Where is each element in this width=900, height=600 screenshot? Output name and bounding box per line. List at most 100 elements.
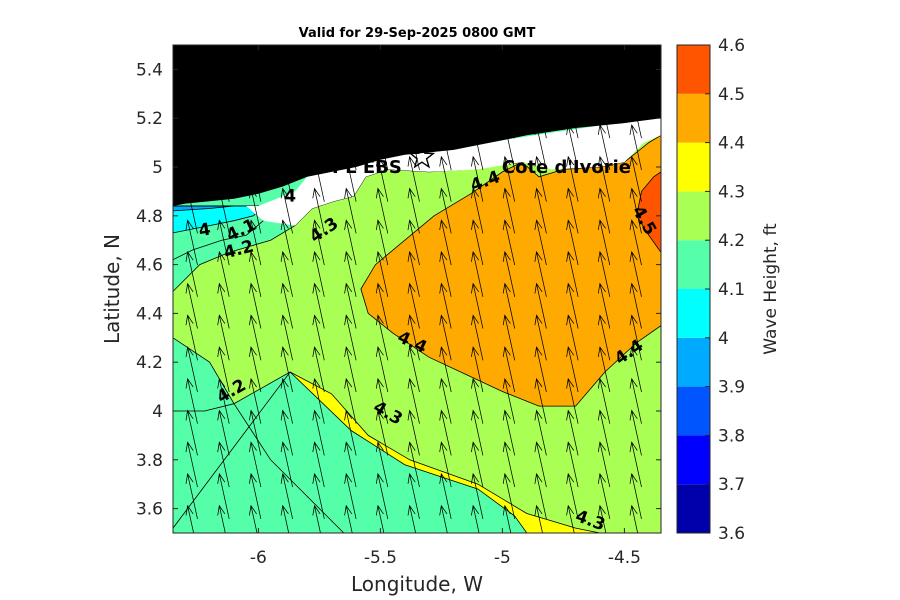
y-tick-label: 4.2 [136, 353, 163, 373]
colorbar-tick-label: 4.2 [718, 231, 745, 251]
direction-arrow [344, 92, 357, 139]
direction-arrow [190, 45, 198, 75]
region-4.5-4.6 [636, 171, 661, 253]
direction-arrow [407, 282, 420, 329]
direction-arrow [439, 124, 452, 170]
direction-arrow [312, 377, 325, 424]
direction-arrow [217, 472, 230, 519]
direction-arrow [407, 219, 420, 266]
direction-arrow [502, 472, 516, 519]
direction-arrow [312, 187, 325, 234]
direction-arrow [185, 60, 198, 107]
direction-arrow [471, 60, 484, 107]
direction-arrow [375, 441, 389, 488]
direction-arrow [566, 219, 579, 266]
direction-arrow [312, 155, 325, 202]
direction-arrow [597, 441, 611, 488]
direction-arrow [444, 45, 452, 75]
direction-arrow [249, 187, 262, 234]
direction-arrow [249, 60, 262, 107]
colorbar-swatch-3.8 [677, 386, 710, 436]
direction-arrow [280, 472, 293, 519]
contour-3.8-3.9 [173, 205, 235, 212]
direction-arrow [534, 155, 547, 202]
direction-arrow [217, 187, 230, 234]
direction-arrow [502, 155, 516, 202]
direction-arrow [280, 377, 293, 424]
direction-arrow [539, 45, 547, 75]
direction-arrow [312, 282, 325, 329]
colorbar-tick-label: 4 [718, 329, 729, 349]
wave-height-regions [173, 118, 661, 533]
colorbar-swatch-3.7 [677, 435, 710, 485]
direction-arrow [344, 187, 357, 234]
direction-arrow [280, 155, 293, 202]
colorbar-swatch-4.2 [677, 191, 710, 241]
place-label: Cote d'Ivorie [502, 157, 631, 178]
direction-arrow [471, 250, 484, 297]
direction-arrow [312, 92, 325, 139]
direction-arrow [280, 60, 293, 107]
direction-arrow [566, 377, 579, 424]
direction-arrow [439, 219, 452, 266]
direction-arrow [534, 314, 547, 361]
direction-arrow [280, 124, 293, 170]
direction-arrow [471, 219, 484, 266]
colorbar-swatch-4.1 [677, 240, 710, 289]
direction-arrow [407, 124, 420, 170]
direction-arrow [502, 441, 516, 488]
direction-arrow [471, 282, 484, 329]
direction-arrow [439, 155, 452, 202]
direction-arrow [344, 346, 357, 393]
direction-arrow [407, 314, 420, 361]
direction-arrow [249, 504, 258, 533]
direction-arrow [375, 60, 389, 107]
direction-arrow [597, 124, 611, 170]
y-tick-label: 5.4 [136, 60, 163, 80]
direction-arrow [597, 60, 611, 107]
direction-arrow [375, 250, 389, 297]
direction-arrow [597, 377, 611, 424]
direction-arrow [407, 409, 420, 456]
region-4.4-4.5 [360, 135, 661, 407]
direction-arrow [634, 45, 642, 75]
wave-direction-arrows [185, 45, 642, 533]
direction-arrow [312, 124, 325, 170]
direction-arrow [217, 124, 230, 170]
direction-arrow [375, 155, 389, 202]
colorbar-tick-label: 4.1 [718, 280, 745, 300]
direction-arrow [602, 45, 611, 75]
direction-arrow [407, 377, 420, 424]
x-axis-label: Longitude, W [351, 572, 483, 596]
colorbar-swatch-4.3 [677, 142, 710, 192]
direction-arrow [375, 219, 389, 266]
colorbar: 3.6 3.7 3.8 3.9 4 4.1 4.2 4.3 4.4 4.5 4.6 [676, 36, 745, 544]
direction-arrow [534, 282, 547, 329]
direction-arrow [412, 45, 420, 75]
y-tick-label: 4.8 [136, 207, 163, 227]
direction-arrow [217, 441, 230, 488]
direction-arrow [344, 250, 357, 297]
direction-arrow [534, 377, 547, 424]
direction-arrow [344, 377, 357, 424]
direction-arrow [566, 504, 575, 533]
direction-arrow [344, 314, 357, 361]
direction-arrow [280, 250, 293, 297]
direction-arrow [249, 472, 262, 519]
direction-arrow [407, 155, 420, 202]
direction-arrow [439, 92, 452, 139]
direction-arrow [534, 60, 547, 107]
direction-arrow [312, 60, 325, 107]
direction-arrow [217, 60, 230, 107]
direction-arrow [502, 250, 516, 297]
direction-arrow [476, 45, 484, 75]
colorbar-tick-label: 3.7 [718, 475, 745, 495]
direction-arrow [185, 282, 198, 329]
direction-arrow [629, 282, 642, 329]
direction-arrow [217, 409, 230, 456]
direction-arrow [312, 504, 321, 533]
direction-arrow [629, 504, 639, 533]
direction-arrow [629, 409, 642, 456]
direction-arrow [502, 219, 516, 266]
direction-arrow [502, 60, 516, 107]
